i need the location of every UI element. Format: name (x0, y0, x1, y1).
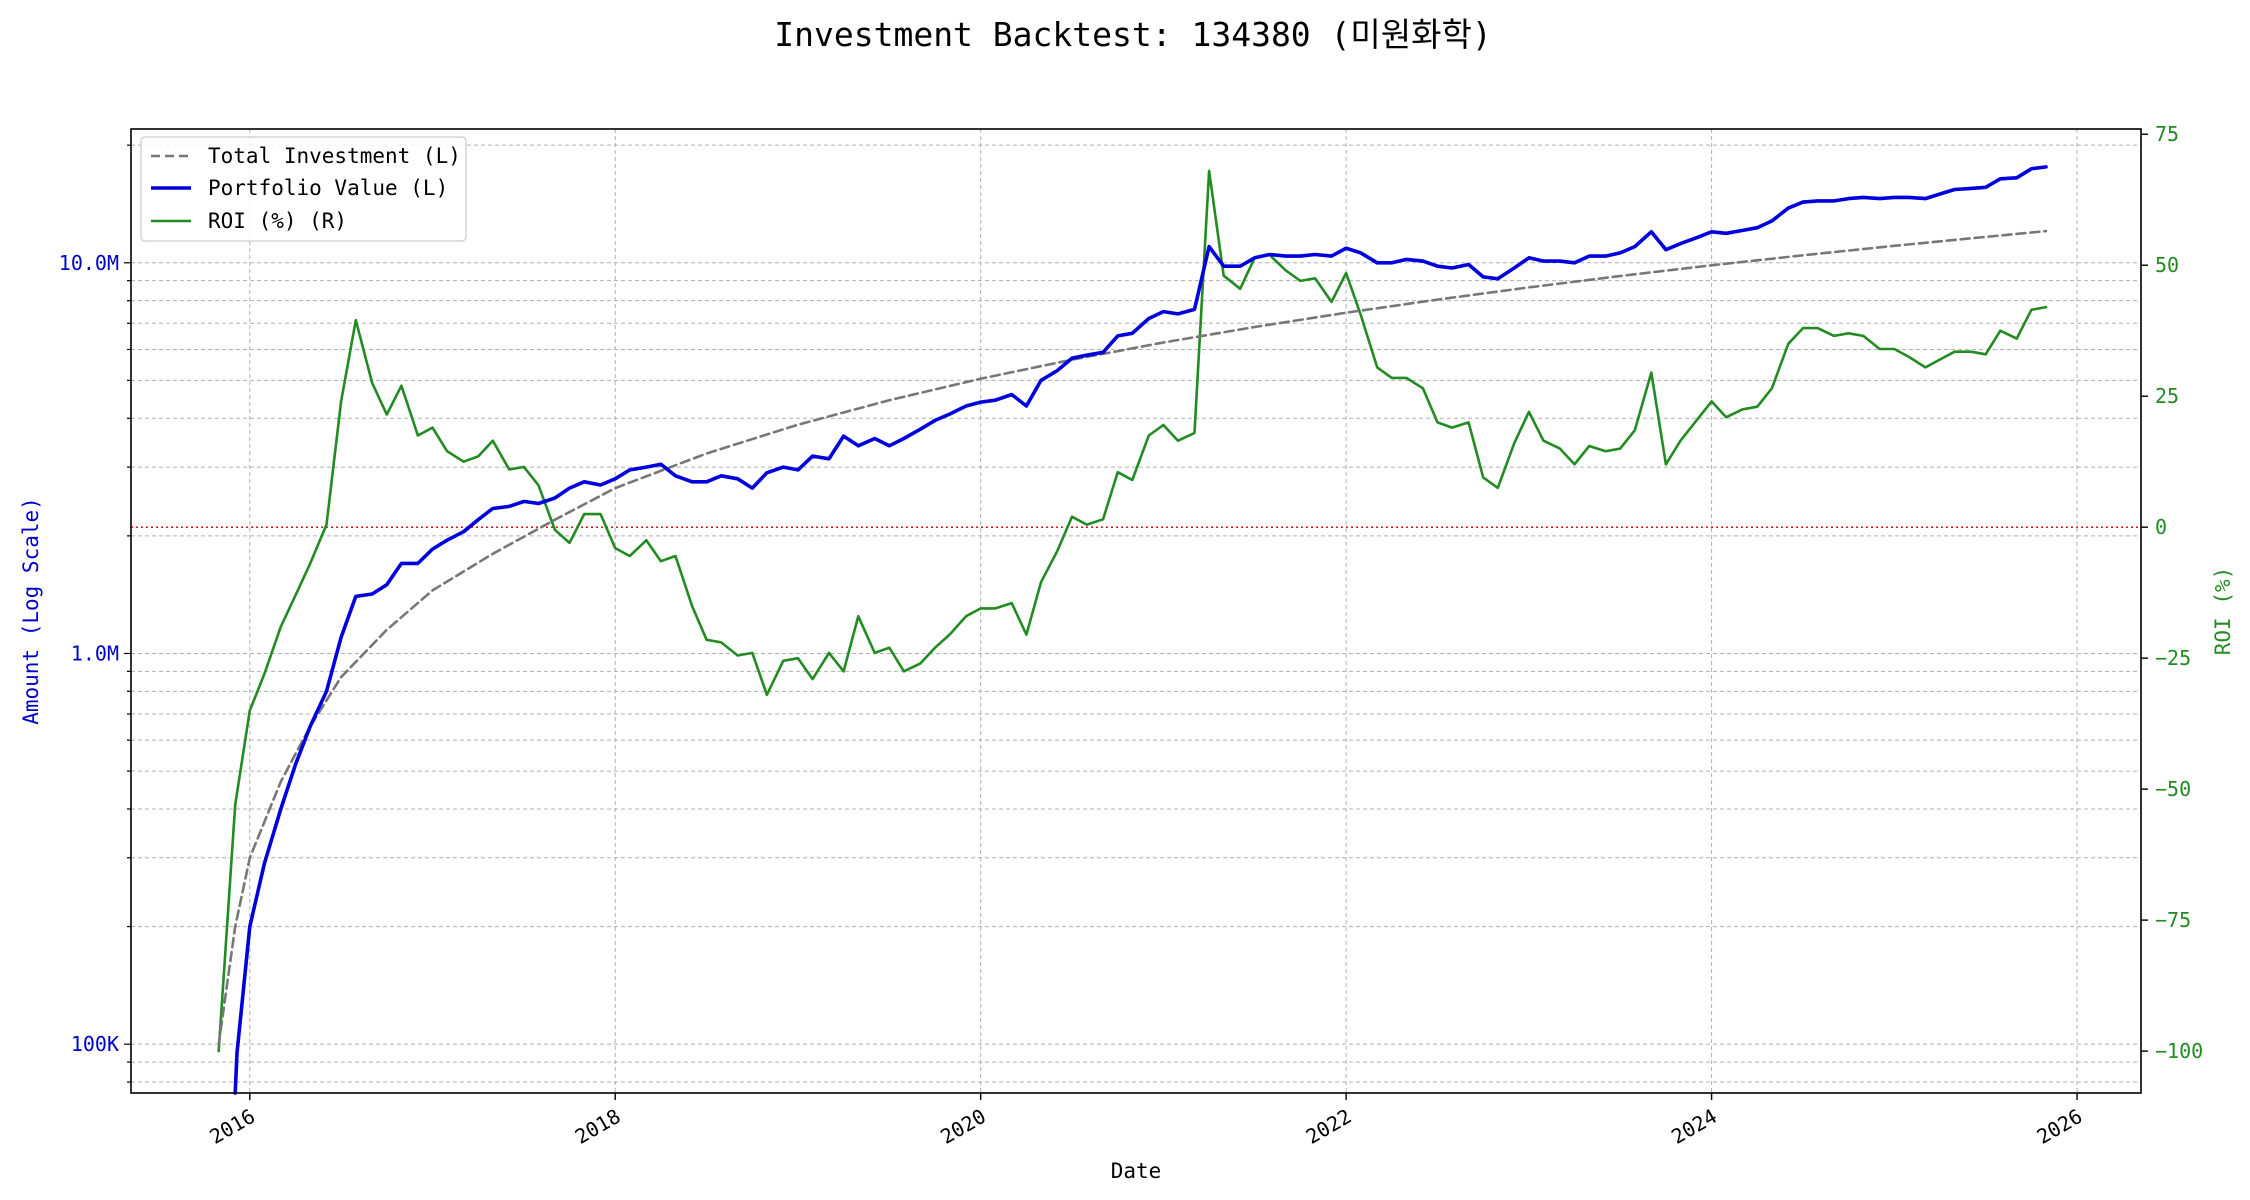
y-right-axis-label: ROI (%) (2211, 567, 2235, 656)
series-total-investment-line (217, 229, 2048, 1046)
x-tick-label: 2018 (571, 1104, 625, 1149)
x-tick-label: 2022 (1302, 1104, 1356, 1149)
legend-label-portfolio-value: Portfolio Value (L) (208, 176, 448, 200)
y-right-tick-label: 50 (2155, 253, 2179, 277)
plot-frame (130, 128, 2142, 1094)
y-right-tick-label: 0 (2155, 515, 2167, 539)
series-roi-line (217, 169, 2048, 1053)
chart-title: Investment Backtest: 134380 (미원화학) (774, 15, 1491, 54)
x-axis-label: Date (1111, 1159, 1162, 1183)
legend: Total Investment (L) Portfolio Value (L)… (140, 136, 467, 242)
series-portfolio-value-line (233, 165, 2048, 1095)
x-tick-label: 2020 (936, 1104, 990, 1149)
y-right-tick-label: 25 (2155, 384, 2179, 408)
series-layer (217, 165, 2048, 1095)
x-tick-label: 2026 (2033, 1104, 2087, 1149)
y-right-tick-label: −100 (2155, 1039, 2203, 1063)
y-right-tick-label: −75 (2155, 908, 2191, 932)
y-left-tick-label: 1.0M (71, 641, 119, 665)
legend-label-roi: ROI (%) (R) (208, 209, 347, 233)
grid (131, 129, 2141, 1093)
legend-box (140, 136, 467, 242)
y-right-tick-label: −25 (2155, 646, 2191, 670)
y-left-tick-label: 10.0M (59, 251, 119, 275)
y-right-tick-label: 75 (2155, 122, 2179, 146)
legend-label-total-investment: Total Investment (L) (208, 144, 461, 168)
y-left-axis-label: Amount (Log Scale) (19, 497, 43, 725)
plot-area (131, 129, 2141, 1093)
y-left-tick-label: 100K (71, 1032, 119, 1056)
x-tick-label: 2024 (1667, 1104, 1721, 1149)
x-tick-label: 2016 (205, 1104, 259, 1149)
y-right-tick-label: −50 (2155, 777, 2191, 801)
